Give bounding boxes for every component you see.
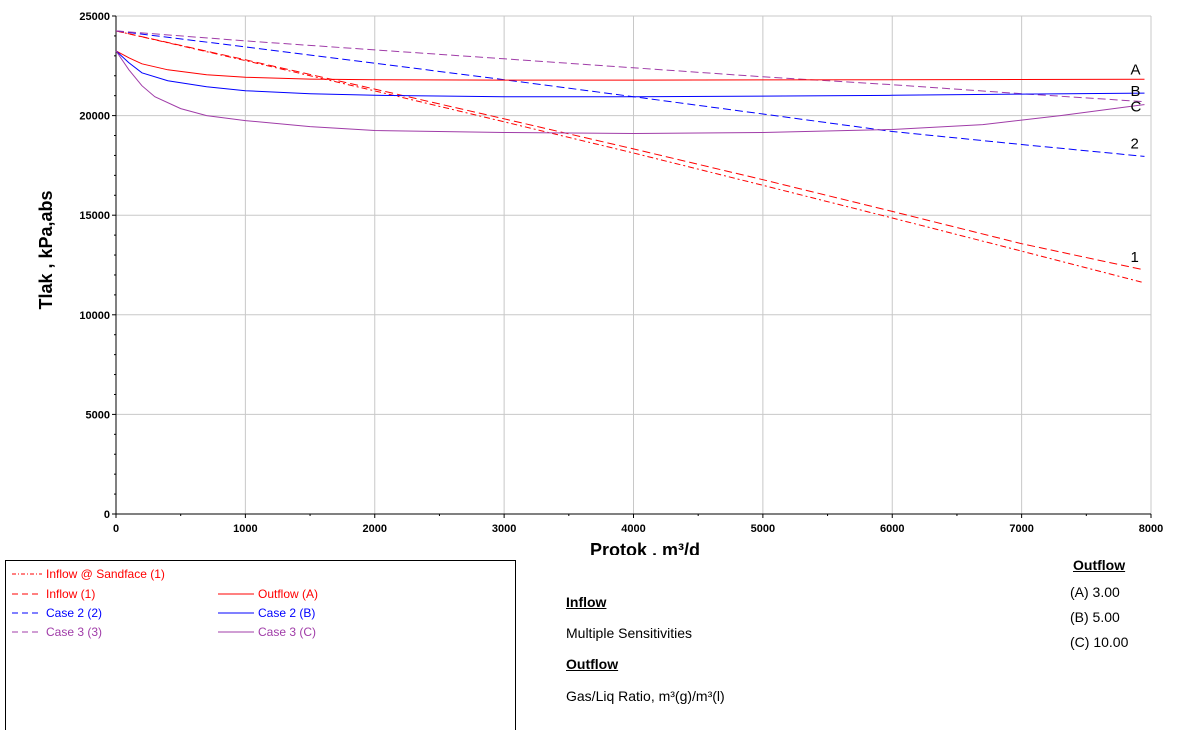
legend-swatch-sandface bbox=[12, 573, 42, 575]
outflow-values-heading: Outflow bbox=[1073, 557, 1126, 573]
legend-label-sandface: Inflow @ Sandface (1) bbox=[46, 567, 165, 581]
y-tick-label: 10000 bbox=[79, 310, 110, 322]
y-tick-label: 5000 bbox=[86, 409, 110, 421]
outflow-text: Gas/Liq Ratio, m³(g)/m³(l) bbox=[566, 688, 725, 704]
series-end-label-5: B bbox=[1131, 83, 1141, 100]
y-tick-label: 15000 bbox=[79, 210, 110, 222]
outflow-value-b: (B) 5.00 bbox=[1070, 609, 1120, 625]
y-tick-label: 25000 bbox=[79, 11, 110, 23]
legend-item-case2-b: Case 2 (B) bbox=[218, 606, 315, 620]
series-line-1 bbox=[115, 30, 1145, 271]
legend-item-case2-2: Case 2 (2) bbox=[12, 606, 102, 620]
legend-item-sandface: Inflow @ Sandface (1) bbox=[12, 567, 165, 581]
legend-swatch-case2-2 bbox=[12, 612, 42, 614]
legend-label-inflow-1: Inflow (1) bbox=[46, 587, 96, 601]
x-tick-label: 0 bbox=[113, 523, 119, 535]
legend-swatch-case3-3 bbox=[12, 631, 42, 633]
x-tick-label: 4000 bbox=[621, 523, 645, 535]
outflow-value-a: (A) 3.00 bbox=[1070, 584, 1120, 600]
x-axis-title: Protok , m³/d bbox=[590, 540, 700, 555]
grid bbox=[116, 15, 1152, 514]
x-tick-label: 7000 bbox=[1009, 523, 1033, 535]
series-line-5 bbox=[115, 50, 1145, 98]
outflow-heading: Outflow bbox=[566, 656, 619, 672]
legend-item-outflow-a: Outflow (A) bbox=[218, 587, 318, 601]
series-line-0 bbox=[115, 30, 1145, 284]
series-line-4 bbox=[115, 50, 1145, 81]
chart: 0 1000 2000 3000 4000 5000 6000 7000 8000 0 5000 10… bbox=[36, 11, 1163, 555]
series-end-label-1: 1 bbox=[1131, 249, 1139, 266]
x-tick-label: 8000 bbox=[1139, 523, 1163, 535]
y-axis-title: Tlak , kPa,abs bbox=[36, 190, 56, 309]
series-line-6 bbox=[115, 50, 1145, 135]
legend-swatch-case3-c bbox=[218, 631, 254, 633]
series-end-label-2: 2 bbox=[1131, 135, 1139, 152]
series-end-label-6: C bbox=[1131, 99, 1142, 116]
legend-item-case3-c: Case 3 (C) bbox=[218, 625, 316, 639]
y-tick-label: 20000 bbox=[79, 111, 110, 123]
legend-label-case3-c: Case 3 (C) bbox=[258, 625, 317, 639]
legend-label-case3-3: Case 3 (3) bbox=[46, 625, 103, 639]
x-tick-label: 1000 bbox=[233, 523, 257, 535]
legend: Inflow @ Sandface (1) Inflow (1) Case 2 … bbox=[5, 560, 516, 730]
x-tick-label: 5000 bbox=[751, 523, 775, 535]
outflow-value-c: (C) 10.00 bbox=[1070, 634, 1129, 650]
inflow-heading: Inflow bbox=[566, 594, 607, 610]
legend-swatch-inflow-1 bbox=[12, 593, 42, 595]
x-tick-label: 2000 bbox=[363, 523, 387, 535]
series-line-2 bbox=[115, 30, 1145, 157]
series-lines bbox=[115, 30, 1145, 284]
legend-swatch-outflow-a bbox=[218, 593, 254, 595]
series-end-label-4: A bbox=[1131, 61, 1141, 78]
legend-item-inflow-1: Inflow (1) bbox=[12, 587, 95, 601]
legend-item-case3-3: Case 3 (3) bbox=[12, 625, 102, 639]
legend-label-case2-2: Case 2 (2) bbox=[46, 606, 103, 620]
axes: 0 1000 2000 3000 4000 5000 6000 7000 8000 0 5000 10… bbox=[79, 11, 1163, 535]
y-tick-label: 0 bbox=[104, 509, 110, 521]
end-labels: 1 2 ABC bbox=[1131, 61, 1142, 266]
inflow-text: Multiple Sensitivities bbox=[566, 625, 693, 641]
x-tick-label: 6000 bbox=[880, 523, 904, 535]
legend-label-case2-b: Case 2 (B) bbox=[258, 606, 316, 620]
x-tick-label: 3000 bbox=[492, 523, 516, 535]
legend-swatch-case2-b bbox=[218, 612, 254, 614]
series-line-3 bbox=[115, 30, 1145, 103]
legend-label-outflow-a: Outflow (A) bbox=[258, 587, 319, 601]
